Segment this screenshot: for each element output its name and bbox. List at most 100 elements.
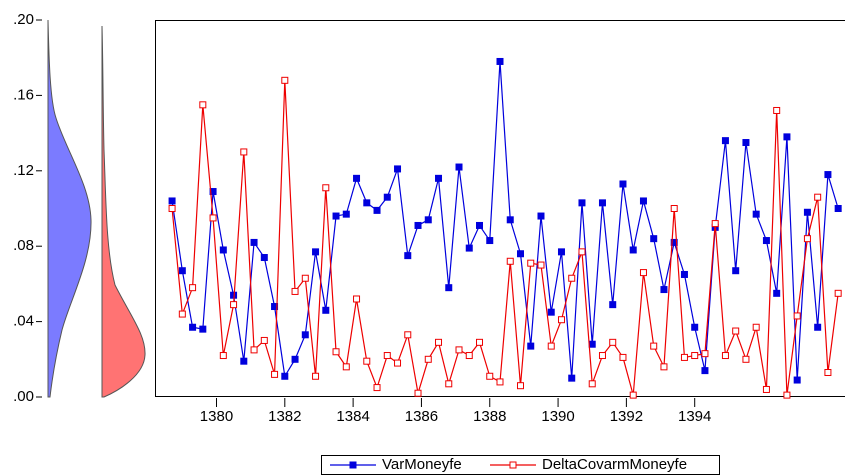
- x-tick-label: 1382: [268, 408, 301, 425]
- y-tick-label: .12: [13, 162, 34, 179]
- data-point: [670, 238, 678, 246]
- data-point: [598, 199, 606, 207]
- legend-label: VarMoneyfe: [382, 456, 462, 473]
- data-point: [557, 316, 565, 324]
- data-point: [762, 237, 770, 245]
- data-point: [537, 261, 545, 269]
- data-point: [660, 363, 668, 371]
- data-point: [742, 355, 750, 363]
- data-point: [332, 212, 340, 220]
- legend-marker: [349, 461, 357, 469]
- data-point: [762, 385, 770, 393]
- data-point: [547, 342, 555, 350]
- data-point: [516, 250, 524, 258]
- data-point: [363, 199, 371, 207]
- data-point: [445, 380, 453, 388]
- data-point: [691, 352, 699, 360]
- data-point: [312, 248, 320, 256]
- data-point: [291, 287, 299, 295]
- x-tick-label: 1384: [336, 408, 369, 425]
- data-point: [445, 284, 453, 292]
- data-point: [721, 137, 729, 145]
- data-point: [732, 267, 740, 275]
- data-point: [588, 340, 596, 348]
- data-point: [199, 101, 207, 109]
- data-point: [824, 368, 832, 376]
- data-point: [629, 391, 637, 399]
- data-point: [537, 212, 545, 220]
- data-point: [240, 148, 248, 156]
- data-point: [783, 133, 791, 141]
- data-point: [650, 235, 658, 243]
- legend-marker: [509, 461, 517, 469]
- data-point: [168, 197, 176, 205]
- data-point: [168, 205, 176, 212]
- data-point: [793, 312, 801, 320]
- data-point: [752, 323, 760, 331]
- data-point: [752, 210, 760, 218]
- data-point: [455, 346, 463, 354]
- data-point: [435, 174, 443, 182]
- data-point: [383, 193, 391, 201]
- data-point: [240, 357, 248, 365]
- data-point: [455, 163, 463, 171]
- data-point: [291, 355, 299, 363]
- data-point: [619, 180, 627, 188]
- series-line: [171, 61, 839, 381]
- data-point: [271, 370, 279, 378]
- density-red: [101, 25, 146, 398]
- data-point: [834, 289, 842, 297]
- y-tick-label: .16: [13, 86, 34, 103]
- data-point: [250, 238, 258, 246]
- data-point: [465, 244, 473, 252]
- x-tick-label: 1394: [678, 408, 711, 425]
- data-point: [578, 248, 586, 256]
- x-tick-label: 1386: [405, 408, 438, 425]
- data-point: [547, 308, 555, 316]
- x-tick-label: 1392: [610, 408, 643, 425]
- data-point: [598, 352, 606, 360]
- data-point: [814, 193, 822, 201]
- data-point: [250, 346, 258, 354]
- data-point: [435, 338, 443, 346]
- data-point: [404, 331, 412, 339]
- data-point: [496, 378, 504, 386]
- data-point: [260, 336, 268, 344]
- data-point: [691, 323, 699, 331]
- data-point: [609, 301, 617, 309]
- data-point: [793, 376, 801, 384]
- data-point: [773, 106, 781, 114]
- data-point: [660, 286, 668, 294]
- data-point: [568, 374, 576, 382]
- data-point: [301, 274, 309, 282]
- data-point: [281, 372, 289, 380]
- data-point: [414, 389, 422, 397]
- data-point: [383, 352, 391, 360]
- series-line: [171, 80, 839, 396]
- data-point: [230, 301, 238, 309]
- data-point: [476, 338, 484, 346]
- data-point: [588, 380, 596, 388]
- data-point: [742, 139, 750, 147]
- data-point: [260, 254, 268, 262]
- data-point: [178, 267, 186, 275]
- data-point: [219, 246, 227, 254]
- data-point: [814, 323, 822, 331]
- data-point: [732, 327, 740, 335]
- data-point: [353, 174, 361, 182]
- data-point: [271, 303, 279, 311]
- data-point: [834, 205, 842, 212]
- data-point: [322, 306, 330, 314]
- data-point: [680, 270, 688, 278]
- data-point: [824, 171, 832, 179]
- data-point: [527, 259, 535, 267]
- data-point: [301, 331, 309, 339]
- data-point: [701, 367, 709, 375]
- data-point: [578, 199, 586, 207]
- y-tick-label: .08: [13, 237, 34, 254]
- data-point: [721, 352, 729, 360]
- data-point: [189, 323, 197, 331]
- data-point: [803, 208, 811, 216]
- density-blue: [47, 19, 92, 398]
